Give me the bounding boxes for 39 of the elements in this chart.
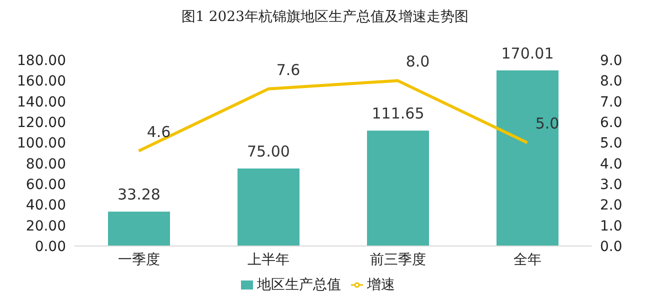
y2-tick-label: 0.0 [600,238,622,255]
legend-label: 地区生产总值 [257,277,341,293]
legend-label: 增速 [367,277,395,293]
y-tick-label: 160.00 [17,74,66,90]
x-tick-label: 全年 [513,252,542,268]
y2-tick-label: 8.0 [600,74,622,90]
data-label: 4.6 [146,122,171,141]
y2-tick-label: 2.0 [600,198,622,214]
y2-tick-label: 3.0 [600,176,622,193]
bar [238,168,300,246]
y2-tick-label: 4.0 [600,156,622,172]
data-label: 170.01 [501,44,554,62]
y-tick-label: 80.00 [26,156,66,172]
bar [496,70,558,246]
data-label: 8.0 [406,52,430,71]
chart-title: 图1 2023年杭锦旗地区生产总值及增速走势图 [180,8,470,27]
y-tick-label: 180.00 [17,52,66,69]
data-label: 5.0 [535,114,560,133]
data-label: 33.28 [118,186,160,204]
bar [367,130,429,246]
x-tick-label: 前三季度 [370,252,426,268]
bar [108,212,170,246]
y-tick-label: 140.00 [17,94,66,110]
y2-tick-label: 5.0 [600,136,622,152]
y-tick-label: 20.00 [26,218,66,234]
y-tick-label: 40.00 [26,198,66,214]
x-tick-label: 一季度 [118,252,160,268]
y-tick-label: 0.00 [34,238,66,255]
x-tick-label: 上半年 [247,252,290,268]
y2-tick-label: 1.0 [600,218,622,234]
y-tick-label: 120.00 [17,114,66,131]
y-tick-label: 60.00 [26,176,66,193]
y-tick-label: 100.00 [17,136,66,152]
data-label: 111.65 [372,104,424,123]
y2-tick-label: 6.0 [600,114,622,131]
data-label: 75.00 [247,142,290,160]
y2-tick-label: 7.0 [600,94,622,110]
data-label: 7.6 [276,60,300,79]
y2-tick-label: 9.0 [600,52,622,69]
